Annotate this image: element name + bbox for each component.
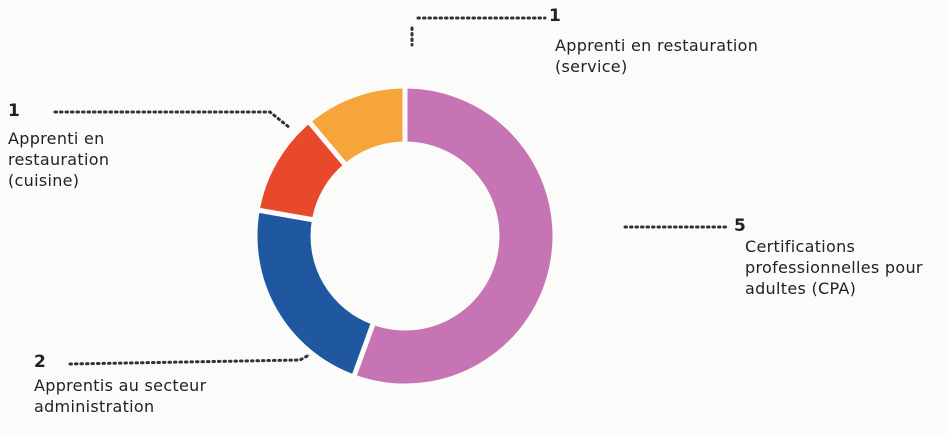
value-label: 2 xyxy=(34,352,46,372)
leader-line xyxy=(410,16,547,47)
leader-line xyxy=(53,110,292,130)
donut-segment xyxy=(252,207,377,381)
category-label: Apprentis au secteur administration xyxy=(34,376,207,416)
value-label: 5 xyxy=(734,216,746,236)
leader-line xyxy=(68,348,320,366)
category-label: Apprenti en restauration (cuisine) xyxy=(8,129,110,190)
donut-segment xyxy=(305,83,408,170)
value-label: 1 xyxy=(8,101,20,121)
value-label: 1 xyxy=(549,6,561,26)
donut-segment xyxy=(350,83,558,389)
category-label: Certifications professionnelles pour adu… xyxy=(745,237,923,298)
category-label: Apprenti en restauration (service) xyxy=(555,36,759,76)
